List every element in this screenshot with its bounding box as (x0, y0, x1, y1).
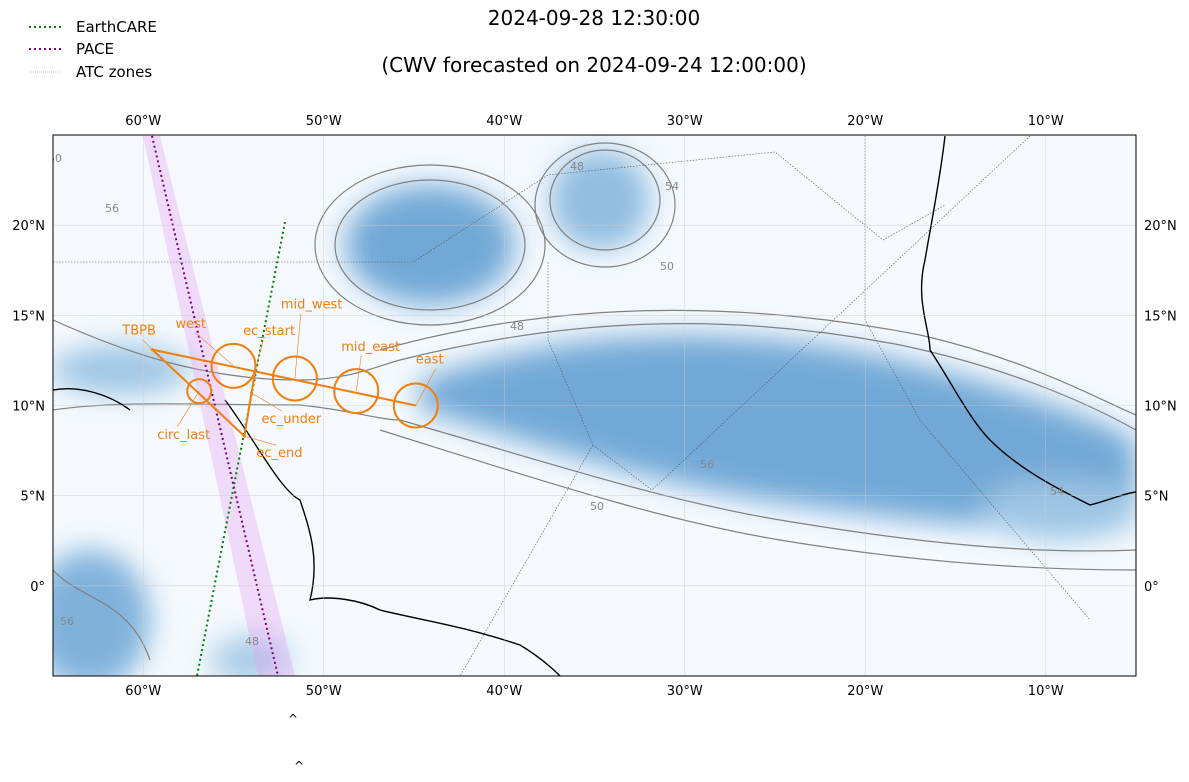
flight-track (152, 348, 417, 407)
label-leader (415, 368, 437, 406)
contour-label: 56 (105, 202, 119, 215)
label-leader (294, 313, 302, 379)
label-leader (254, 340, 264, 372)
contour-label: 48 (570, 160, 584, 173)
contour-label: 50 (660, 260, 674, 273)
label-leader (176, 390, 200, 428)
label-leader (251, 392, 282, 412)
waypoint-label: west (176, 317, 207, 332)
waypoint-label: ec_start (243, 324, 295, 339)
lat-tick-label: 5°N (21, 490, 46, 505)
contour-label: 54 (665, 180, 679, 193)
contour-label: 56 (60, 615, 74, 628)
waypoint-label: ec_under (262, 412, 322, 427)
contour-label: 50 (48, 152, 62, 165)
waypoint-label: mid_west (281, 297, 343, 312)
waypoint-circle (186, 378, 213, 405)
lon-tick-label: 50°W (306, 114, 342, 129)
lon-tick-label: 60°W (125, 114, 161, 129)
lon-tick-label: 20°W (847, 684, 883, 699)
contour-label: 50 (590, 500, 604, 513)
lon-tick-label: 10°W (1028, 114, 1064, 129)
title: 2024-09-28 12:30:00 (488, 6, 700, 30)
lon-tick-label: 40°W (486, 114, 522, 129)
lat-tick-label: 0° (1144, 580, 1159, 595)
track-arrow: ^ (294, 759, 304, 773)
waypoint-circle (392, 382, 439, 429)
legend-label: EarthCARE (76, 18, 157, 36)
lat-tick-label: 5°N (1144, 490, 1169, 505)
lon-tick-label: 40°W (486, 684, 522, 699)
atc-zones (53, 135, 1091, 676)
legend-label: ATC zones (76, 63, 152, 81)
waypoint-label: east (416, 353, 444, 368)
lon-tick-label: 30°W (667, 114, 703, 129)
lat-tick-label: 20°N (1144, 219, 1177, 234)
contour-label: 48 (245, 635, 259, 648)
lon-tick-label: 50°W (306, 684, 342, 699)
waypoint-circle (333, 368, 380, 415)
track-arrow: ^ (288, 712, 298, 726)
waypoint-label: TBPB (121, 324, 156, 339)
earthcare-track (196, 221, 286, 676)
lat-tick-label: 10°N (12, 400, 45, 415)
cwv-field (53, 150, 1136, 676)
waypoint-circle (210, 342, 257, 389)
lon-tick-label: 20°W (847, 114, 883, 129)
waypoint-label: mid_east (341, 340, 400, 355)
label-leader (355, 356, 362, 392)
lon-tick-label: 10°W (1028, 684, 1064, 699)
lat-tick-label: 15°N (1144, 309, 1177, 324)
contour-label: 56 (700, 458, 714, 471)
subtitle: (CWV forecasted on 2024-09-24 12:00:00) (381, 53, 806, 77)
label-leader (244, 435, 277, 446)
contours (53, 142, 1136, 661)
waypoint-label: ec_end (256, 446, 302, 461)
pace-swath (143, 136, 295, 676)
label-leader (195, 332, 234, 367)
lon-tick-label: 60°W (125, 684, 161, 699)
legend-label: PACE (76, 40, 114, 58)
lat-tick-label: 20°N (12, 219, 45, 234)
map-frame (52, 134, 1137, 677)
label-leader (142, 339, 153, 350)
legend: EarthCARE PACE ATC zones (29, 18, 157, 81)
contour-label: 54 (1050, 485, 1064, 498)
lat-tick-label: 0° (30, 580, 45, 595)
lat-tick-label: 15°N (12, 309, 45, 324)
waypoint-circle (271, 355, 318, 402)
contour-label: 48 (510, 320, 524, 333)
lon-tick-label: 30°W (667, 684, 703, 699)
lat-tick-label: 10°N (1144, 400, 1177, 415)
waypoint-label: circ_last (157, 428, 210, 443)
